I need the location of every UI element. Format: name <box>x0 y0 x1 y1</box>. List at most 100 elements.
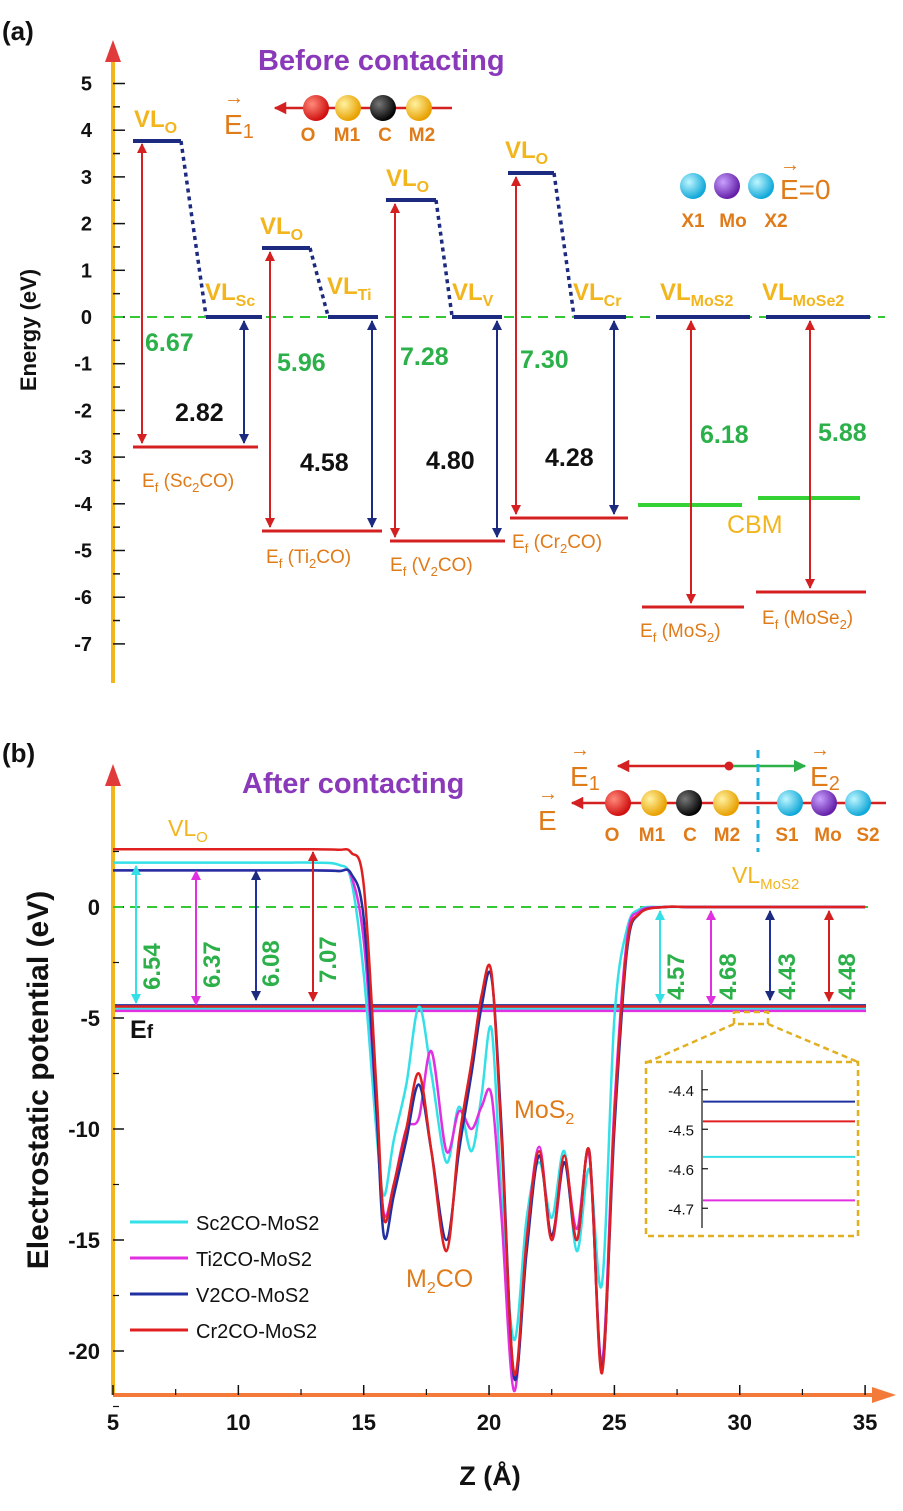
inset-frame <box>644 1060 860 1238</box>
panel-b-y-axis-label: Electrostatic potential (eV) <box>22 891 55 1269</box>
field-e1-label-b: E1 <box>570 761 600 795</box>
panel-a-tick-label: -1 <box>74 354 92 376</box>
atom-label: O <box>301 125 316 146</box>
inset-tick-label: -4.4 <box>668 1083 694 1100</box>
vl-mose2-label: VL <box>762 279 793 306</box>
panel-a-tick-label: 4 <box>81 120 93 142</box>
svg-text:VLMoS2: VLMoS2 <box>660 279 733 310</box>
panel-b: (b) After contacting 5 10 15 20 25 30 35 0 -5 -10… <box>2 738 896 1491</box>
potential-step-ti <box>308 247 330 317</box>
value-label: 4.57 <box>663 953 690 1000</box>
atom-legend-heterostructure: E1 → E2 → E → O M1 C M2 S1 Mo <box>538 739 886 852</box>
panel-a-tick-label: 5 <box>81 74 92 96</box>
atom-m2 <box>713 790 739 816</box>
vl-mos2-label-b: VLMoS2 <box>732 862 799 893</box>
field-e1-label: E1 <box>224 109 254 143</box>
svg-text:VLO: VLO <box>386 165 429 196</box>
value-label: 7.28 <box>400 343 449 371</box>
legend-entry: Ti2CO-MoS2 <box>196 1249 312 1271</box>
value-label: 5.96 <box>277 349 326 377</box>
atom-o <box>605 790 631 816</box>
panel-a-tick-label: 1 <box>81 260 92 282</box>
value-label: 5.88 <box>818 419 867 447</box>
vl-o-label-v: VL <box>386 165 417 192</box>
series-line <box>113 861 866 1342</box>
panel-b-x-tick-label: 20 <box>477 1410 501 1435</box>
svg-text:VLSc: VLSc <box>205 279 255 310</box>
value-label: 4.58 <box>300 449 349 477</box>
atom-c <box>370 95 396 121</box>
atom-x1 <box>680 173 706 199</box>
panel-b-y-tick-label: -20 <box>68 1339 100 1364</box>
panel-a-tick-label: -2 <box>74 400 92 422</box>
zero-field-label: E=0 <box>780 174 831 205</box>
panel-a-axis-arrowhead <box>105 40 121 62</box>
value-label: 4.48 <box>834 953 861 1000</box>
value-label: 6.37 <box>199 941 226 988</box>
value-label: 6.08 <box>258 940 285 987</box>
value-label: 4.68 <box>715 953 742 1000</box>
vl-v-label: VL <box>452 279 483 306</box>
value-label: 6.67 <box>145 329 194 357</box>
mos2-label: MoS2 <box>514 1096 574 1128</box>
atom-label: Mo <box>719 211 746 232</box>
value-label: 4.28 <box>545 444 594 472</box>
atom-legend-tmd: E=0 → X1 Mo X2 <box>680 154 831 232</box>
potential-step-v <box>434 199 454 317</box>
value-label: 2.82 <box>175 399 224 427</box>
inset-tick-label: -4.6 <box>668 1162 694 1179</box>
vl-cr-label: VL <box>573 279 604 306</box>
ef-label-v2co: Ef (V2CO) <box>390 555 473 579</box>
atom-mo <box>714 173 740 199</box>
panel-b-x-axis-label: Z (Å) <box>459 1460 520 1491</box>
legend-entry: V2CO-MoS2 <box>196 1285 309 1307</box>
value-label: 6.18 <box>700 421 749 449</box>
atom-label: C <box>683 825 697 846</box>
ef-label-cr2co: Ef (Cr2CO) <box>512 532 602 556</box>
field-arrow-accent: → <box>538 783 558 805</box>
potential-curves <box>112 847 866 1393</box>
value-label: 4.43 <box>774 953 801 1000</box>
panel-a-tick-label: 3 <box>81 167 92 189</box>
svg-text:VLCr: VLCr <box>573 279 621 310</box>
panel-a-tick-label: -5 <box>74 541 92 563</box>
panel-b-ticks: 5 10 15 20 25 30 35 0 -5 -10 -15 -20 <box>68 850 877 1435</box>
panel-b-x-tick-label: 25 <box>602 1410 626 1435</box>
atom-label: O <box>605 825 620 846</box>
field-arrow-accent: → <box>570 739 590 761</box>
panel-a-heading: Before contacting <box>258 45 505 77</box>
inset-source-box <box>732 1010 770 1026</box>
series-line <box>112 847 866 1377</box>
panel-b-label: (b) <box>2 738 35 768</box>
legend-entry: Sc2CO-MoS2 <box>196 1213 319 1235</box>
ef-label-sc2co: Ef (Sc2CO) <box>142 471 234 495</box>
atom-x2 <box>748 173 774 199</box>
inset-connector-right <box>767 1022 859 1064</box>
vl-o-label-sc: VL <box>134 106 165 133</box>
panel-b-x-tick-label: 5 <box>107 1410 119 1435</box>
field-e2-label: E2 <box>810 761 840 795</box>
panel-b-x-tick-label: 35 <box>853 1410 877 1435</box>
panel-b-y-tick-label: 0 <box>88 895 100 920</box>
atom-label: S1 <box>775 825 799 846</box>
ef-label-mos2: Ef (MoS2) <box>640 621 721 645</box>
atom-m2 <box>406 95 432 121</box>
svg-text:VLO: VLO <box>505 137 548 168</box>
atom-label: X2 <box>764 211 787 232</box>
inset-tick-label: -4.5 <box>668 1122 694 1139</box>
panel-a: (a) Before contacting 5 4 3 2 1 0 -1 -2 -3 -4 -5 -6… <box>2 16 885 683</box>
svg-text:VLTi: VLTi <box>327 273 372 304</box>
panel-a-tick-label: -4 <box>74 494 93 516</box>
panel-b-y-axis-arrowhead <box>105 764 121 786</box>
atom-label: M1 <box>639 825 666 846</box>
panel-a-tick-label: 0 <box>81 307 92 329</box>
panel-a-y-axis-label: Energy (eV) <box>16 269 41 391</box>
ef-label-ti2co: Ef (Ti2CO) <box>266 547 351 571</box>
atom-legend-mxene: E1 → O M1 C M2 <box>224 87 452 146</box>
atom-m1 <box>641 790 667 816</box>
inset-tick-label: -4.7 <box>668 1201 694 1218</box>
vl-sc-label: VL <box>205 279 236 306</box>
svg-text:VLMoSe2: VLMoSe2 <box>762 279 844 310</box>
atom-o <box>303 95 329 121</box>
